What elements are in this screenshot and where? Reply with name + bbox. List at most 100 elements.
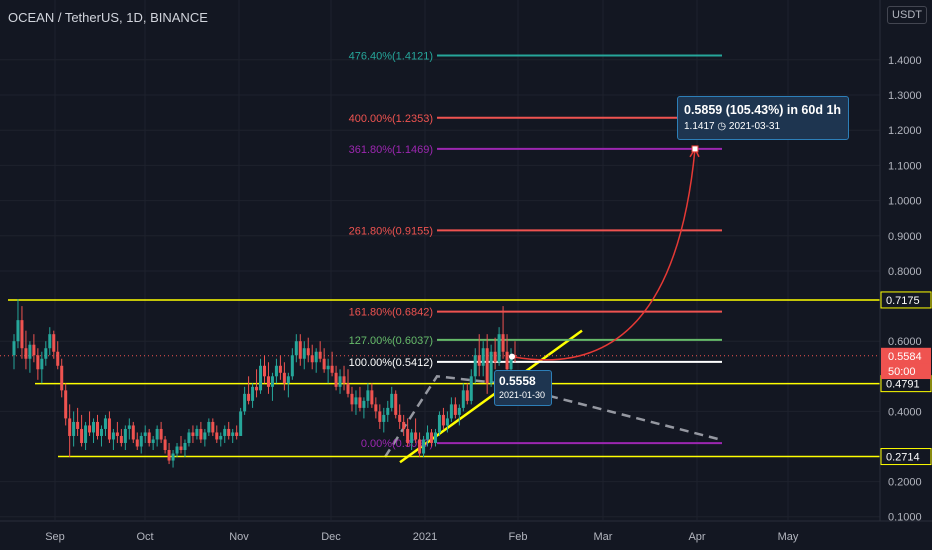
candle-body xyxy=(366,390,370,401)
candle-body xyxy=(84,425,88,443)
candle-body xyxy=(88,425,92,433)
candle-body xyxy=(119,435,123,443)
candle-body xyxy=(481,348,485,366)
candle-body xyxy=(227,428,231,436)
price-label-text: 0.5584 xyxy=(888,351,922,363)
time-tick-label: Apr xyxy=(688,531,705,543)
projection-date: 2021-03-31 xyxy=(728,121,781,132)
candle-body xyxy=(131,425,135,440)
candle-body xyxy=(294,341,298,356)
price-label-text: 0.4791 xyxy=(886,379,920,391)
fib-level-label: 161.80%(0.6842) xyxy=(349,307,433,319)
candle-body xyxy=(370,390,374,405)
candle-body xyxy=(36,355,40,370)
price-tick-label: 0.9000 xyxy=(888,231,922,243)
candle-body xyxy=(426,432,430,440)
candle-body xyxy=(151,439,155,443)
dashed-pattern-line xyxy=(383,374,721,458)
time-tick-label: Sep xyxy=(45,531,65,543)
candle-body xyxy=(211,421,215,433)
candle-body xyxy=(326,365,330,370)
candle-body xyxy=(48,334,52,349)
fibonacci-levels: 476.40%(1.4121) 400.00%(1.2353) 361.80%(1.… xyxy=(349,51,722,450)
breakout-tooltip: 0.5558 2021-01-30 xyxy=(494,370,552,406)
time-axis: Sep Oct Nov Dec 2021 Feb Mar Apr May xyxy=(0,520,932,543)
candle-body xyxy=(358,397,362,408)
candle-body xyxy=(103,418,107,429)
candle-body xyxy=(187,432,191,443)
fib-level-label: 127.00%(0.6037) xyxy=(349,335,433,347)
candle-body xyxy=(56,351,60,366)
candle-body xyxy=(406,428,410,443)
candle-body xyxy=(72,421,76,436)
price-label-box xyxy=(881,363,931,380)
fib-level-label: 0.00%(0.3097) xyxy=(361,438,433,450)
fib-level-label: 400.00%(1.2353) xyxy=(349,113,433,125)
candle-body xyxy=(453,404,457,415)
candle-body xyxy=(485,348,489,384)
fib-level-label: 100.00%(0.5412) xyxy=(349,357,433,369)
projection-curve xyxy=(511,148,696,361)
candle-body xyxy=(40,358,44,370)
candle-body xyxy=(99,428,103,436)
candle-body xyxy=(418,439,422,454)
price-tick-label: 1.1000 xyxy=(888,160,922,172)
support-resistance-lines xyxy=(0,299,880,458)
candle-body xyxy=(457,407,461,415)
candle-body xyxy=(135,439,139,447)
grid xyxy=(0,0,880,520)
candle-body xyxy=(505,351,509,370)
candle-body xyxy=(402,421,406,429)
currency-button[interactable]: USDT xyxy=(887,6,927,24)
price-tick-label: 1.2000 xyxy=(888,125,922,137)
candle-body xyxy=(302,348,306,359)
candle-body xyxy=(278,365,282,373)
breakout-point xyxy=(509,353,515,360)
candle-body xyxy=(195,428,199,436)
candle-body xyxy=(437,414,441,433)
candle-body xyxy=(262,365,267,377)
candle-body xyxy=(338,376,342,387)
candle-body xyxy=(171,453,175,461)
candle-body xyxy=(378,411,382,422)
price-tick-label: 0.1000 xyxy=(888,512,922,524)
candle-body xyxy=(251,386,255,401)
breakout-value: 0.5558 xyxy=(499,374,536,388)
price-label-box xyxy=(880,291,932,309)
candle-body xyxy=(414,432,418,440)
time-tick-label: May xyxy=(778,531,799,543)
candle-body xyxy=(60,365,64,391)
time-tick-label: 2021 xyxy=(413,531,437,543)
candle-body xyxy=(111,432,115,440)
breakout-date: 2021-01-30 xyxy=(499,390,546,400)
candle-body xyxy=(334,372,338,387)
candle-body xyxy=(199,428,203,440)
candle-body xyxy=(247,393,251,401)
candle-body xyxy=(433,432,437,443)
candle-body xyxy=(183,442,187,451)
candle-body xyxy=(64,390,68,419)
price-tick-label: 0.8000 xyxy=(888,266,922,278)
price-tick-label: 1.0000 xyxy=(888,196,922,208)
candle-body xyxy=(76,421,80,429)
projection-tooltip: 0.5859 (105.43%) in 60d 1h 1.1417 ◷ 2021… xyxy=(677,96,849,140)
candle-body xyxy=(350,393,354,405)
time-tick-label: Dec xyxy=(321,531,341,543)
candle-body xyxy=(32,344,36,356)
candle-body xyxy=(429,432,434,443)
candle-body xyxy=(179,446,183,451)
candle-body xyxy=(159,428,163,440)
candle-body xyxy=(115,432,119,436)
candle-body xyxy=(362,400,366,408)
candle-body xyxy=(68,418,72,436)
candle-body xyxy=(461,390,465,408)
candle-body xyxy=(95,421,100,436)
price-label-text: 50:00 xyxy=(888,366,916,378)
candle-body xyxy=(274,365,278,377)
candle-body xyxy=(207,421,211,433)
candle-body xyxy=(139,435,143,447)
candle-body xyxy=(469,376,473,401)
candle-body xyxy=(167,450,171,461)
fib-level-label: 361.80%(1.1469) xyxy=(349,144,433,156)
